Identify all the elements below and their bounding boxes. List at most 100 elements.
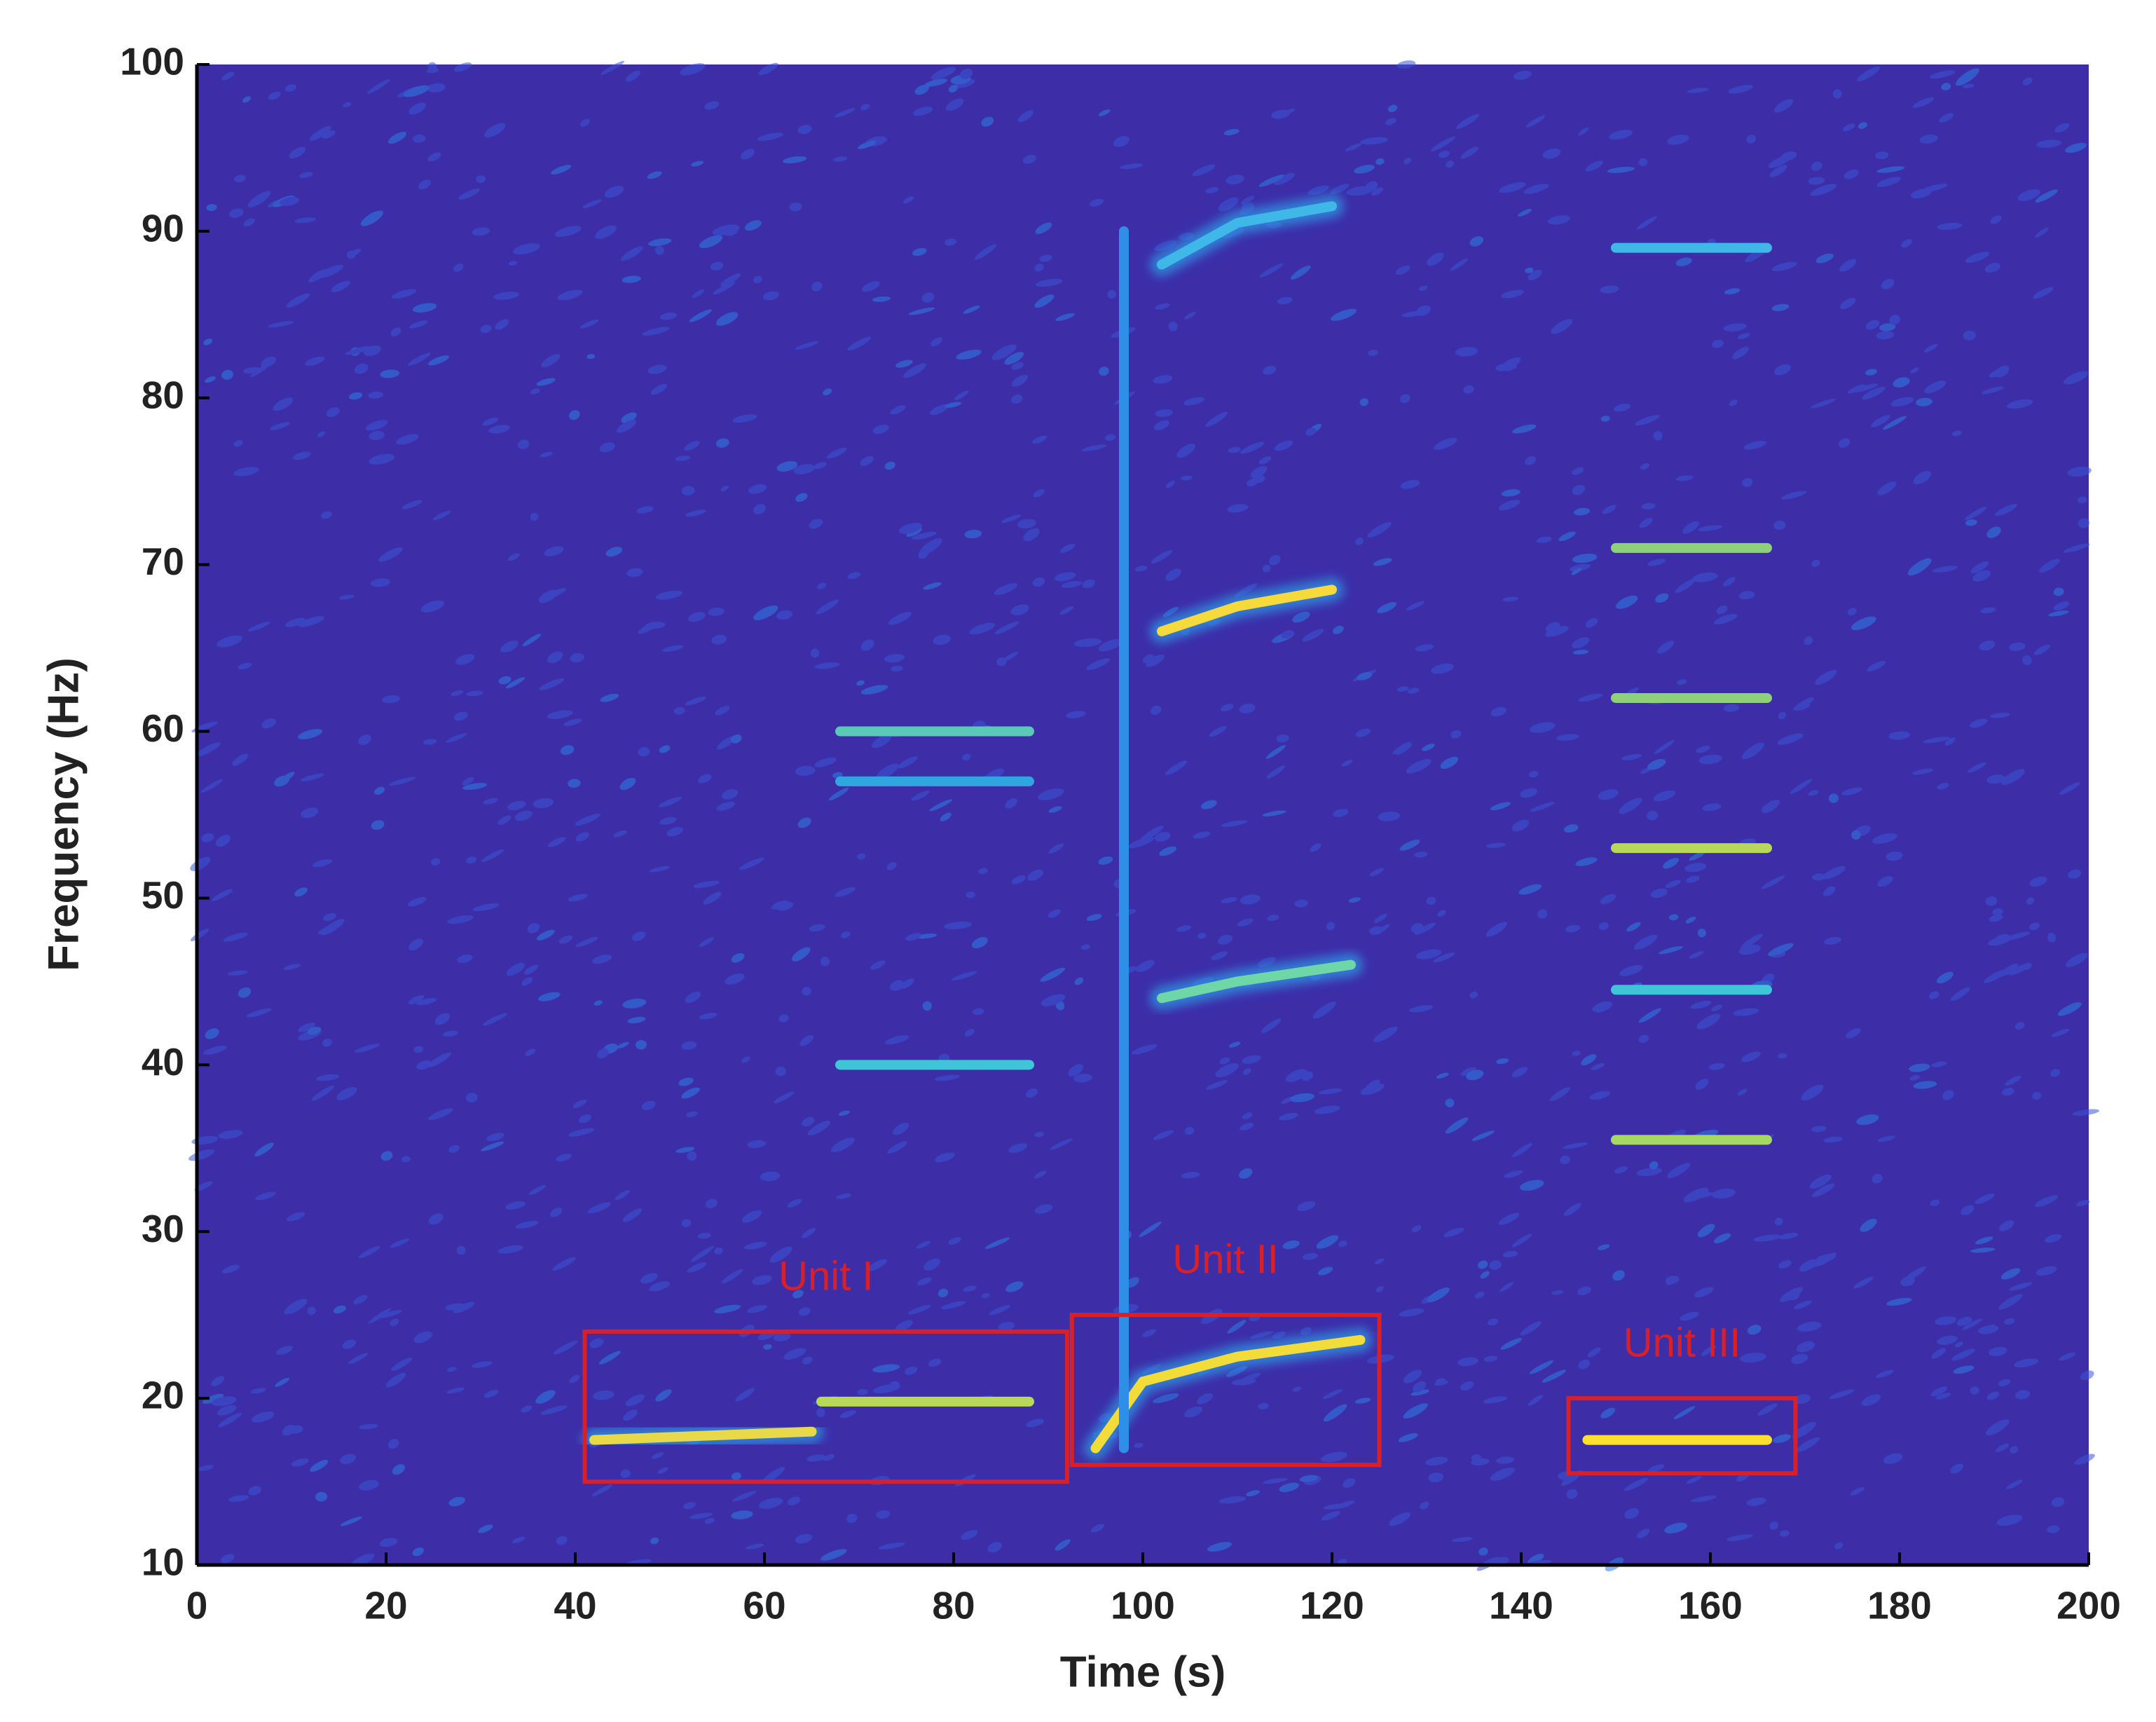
noise-speck bbox=[1713, 1233, 1731, 1244]
noise-speck bbox=[1712, 1189, 1736, 1199]
noise-speck bbox=[684, 441, 700, 451]
noise-speck bbox=[1653, 431, 1663, 441]
noise-speck bbox=[1397, 686, 1409, 692]
noise-speck bbox=[1876, 1369, 1894, 1378]
noise-speck bbox=[2014, 1022, 2025, 1030]
noise-speck bbox=[2052, 1497, 2065, 1508]
noise-speck bbox=[1431, 663, 1454, 674]
noise-speck bbox=[636, 506, 654, 514]
noise-speck bbox=[557, 289, 583, 301]
noise-speck bbox=[1829, 1389, 1855, 1399]
noise-speck bbox=[1286, 1069, 1307, 1082]
noise-speck bbox=[212, 889, 233, 901]
noise-speck bbox=[1865, 369, 1877, 376]
noise-speck bbox=[1708, 1062, 1725, 1070]
noise bbox=[188, 60, 2100, 1571]
noise-speck bbox=[1944, 737, 1956, 746]
noise-speck bbox=[1815, 253, 1834, 264]
noise-speck bbox=[198, 1465, 214, 1471]
annotation-label: Unit III bbox=[1623, 1320, 1741, 1365]
noise-speck bbox=[2010, 1446, 2019, 1454]
noise-speck bbox=[944, 921, 972, 930]
noise-speck bbox=[232, 753, 249, 766]
noise-speck bbox=[535, 1390, 556, 1404]
noise-speck bbox=[447, 915, 474, 924]
noise-speck bbox=[795, 341, 818, 350]
noise-speck bbox=[205, 1028, 219, 1039]
noise-speck bbox=[1728, 85, 1753, 94]
noise-speck bbox=[1434, 1380, 1448, 1386]
noise-speck bbox=[1664, 1522, 1688, 1533]
noise-speck bbox=[1931, 1348, 1946, 1359]
noise-speck bbox=[1591, 1062, 1605, 1071]
noise-speck bbox=[835, 887, 856, 897]
noise-speck bbox=[1575, 857, 1598, 866]
noise-speck bbox=[1861, 1394, 1881, 1407]
noise-speck bbox=[1560, 1155, 1570, 1165]
noise-speck bbox=[505, 1201, 526, 1210]
noise-speck bbox=[1026, 1088, 1038, 1098]
noise-speck bbox=[1330, 184, 1350, 195]
noise-speck bbox=[1901, 239, 1912, 248]
noise-speck bbox=[1624, 1477, 1649, 1491]
noise-speck bbox=[1558, 531, 1576, 541]
noise-speck bbox=[1702, 803, 1722, 812]
noise-speck bbox=[948, 1237, 961, 1245]
noise-speck bbox=[315, 1491, 328, 1502]
noise-speck bbox=[2002, 1087, 2014, 1096]
noise-speck bbox=[1061, 580, 1083, 588]
noise-speck bbox=[251, 1412, 275, 1423]
noise-speck bbox=[1034, 1131, 1044, 1137]
noise-speck bbox=[787, 1198, 802, 1208]
noise-speck bbox=[1134, 1442, 1144, 1449]
y-tick-label: 50 bbox=[142, 873, 184, 917]
noise-speck bbox=[928, 1358, 942, 1367]
noise-speck bbox=[305, 356, 325, 366]
noise-speck bbox=[2048, 610, 2069, 617]
noise-speck bbox=[1682, 521, 1699, 534]
noise-speck bbox=[903, 196, 914, 204]
y-tick-label: 20 bbox=[142, 1374, 184, 1417]
noise-speck bbox=[703, 891, 722, 905]
noise-speck bbox=[261, 718, 277, 729]
noise-speck bbox=[370, 578, 390, 587]
noise-speck bbox=[954, 390, 969, 401]
noise-speck bbox=[1550, 1087, 1571, 1101]
noise-speck bbox=[793, 464, 815, 474]
noise-speck bbox=[1712, 339, 1724, 348]
noise-speck bbox=[632, 931, 646, 941]
noise-speck bbox=[1955, 68, 1979, 86]
noise-speck bbox=[301, 807, 319, 819]
x-tick-label: 60 bbox=[743, 1584, 785, 1627]
noise-speck bbox=[1504, 1170, 1523, 1178]
noise-speck bbox=[758, 62, 778, 76]
noise-speck bbox=[233, 467, 259, 477]
noise-speck bbox=[1839, 438, 1851, 449]
noise-speck bbox=[1373, 558, 1392, 566]
noise-speck bbox=[1742, 478, 1753, 487]
noise-speck bbox=[867, 1259, 887, 1271]
noise-speck bbox=[515, 1220, 539, 1229]
noise-speck bbox=[1225, 1365, 1248, 1377]
noise-speck bbox=[1988, 936, 2012, 946]
noise-speck bbox=[453, 264, 464, 272]
noise-speck bbox=[1536, 536, 1552, 543]
noise-speck bbox=[913, 107, 933, 116]
noise-speck bbox=[2034, 1195, 2059, 1208]
noise-speck bbox=[2072, 1109, 2100, 1116]
noise-speck bbox=[1086, 658, 1110, 670]
noise-speck bbox=[1732, 346, 1749, 360]
noise-speck bbox=[981, 116, 994, 127]
noise-speck bbox=[1165, 568, 1181, 581]
noise-speck bbox=[2057, 1002, 2082, 1016]
noise-speck bbox=[1003, 651, 1019, 662]
noise-speck bbox=[1677, 679, 1687, 685]
noise-speck bbox=[215, 835, 231, 847]
noise-speck bbox=[1017, 110, 1034, 123]
noise-speck bbox=[1396, 60, 1416, 69]
noise-speck bbox=[1294, 899, 1308, 908]
noise-speck bbox=[1041, 994, 1066, 1006]
noise-speck bbox=[1068, 1064, 1083, 1077]
noise-speck bbox=[2006, 1480, 2023, 1489]
noise-speck bbox=[1525, 267, 1534, 273]
